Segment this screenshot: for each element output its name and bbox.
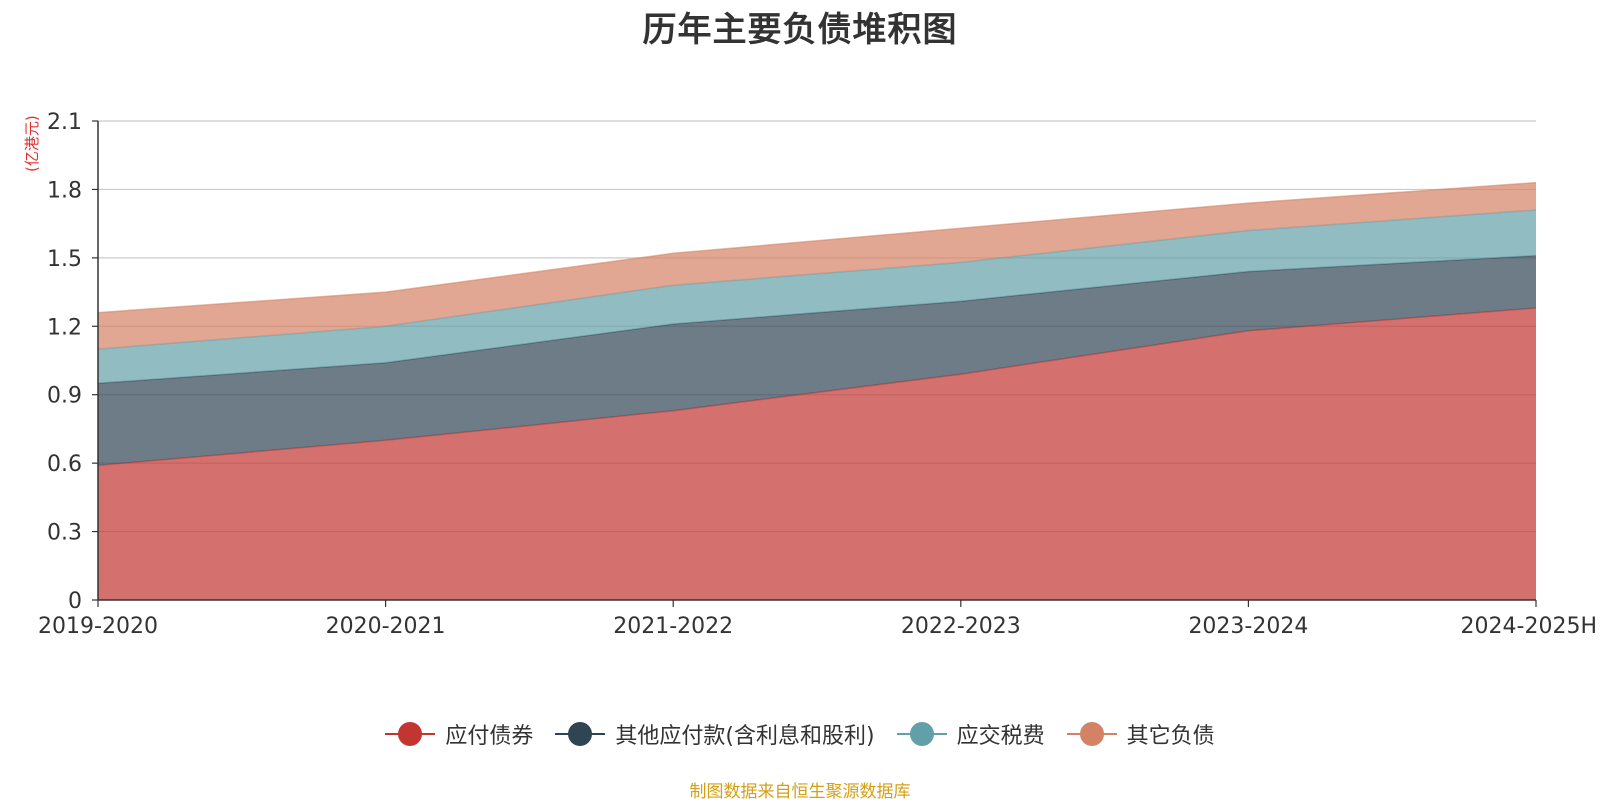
legend: 应付债券 其他应付款(含利息和股利) 应交税费 其它负债	[0, 716, 1600, 752]
x-tick-label: 2024-2025H	[1461, 614, 1597, 639]
legend-label: 应付债券	[445, 724, 534, 749]
legend-label: 应交税费	[956, 724, 1045, 749]
axes: 0 0.3 0.6 0.9 1.2 1.5 1.8 2.1 2019-2020 2020-2021…	[38, 110, 1597, 639]
x-tick-label: 2023-2024	[1188, 614, 1308, 639]
chart-title: 历年主要负债堆积图	[642, 10, 958, 50]
x-tick-label: 2019-2020	[38, 614, 158, 639]
y-tick-label: 0.3	[47, 521, 82, 546]
y-tick-label: 2.1	[47, 110, 82, 135]
y-tick-label: 0.6	[47, 452, 82, 477]
legend-item-3[interactable]: 其它负债	[1066, 718, 1215, 750]
x-tick-label: 2021-2022	[613, 614, 733, 639]
area-series-edge-3	[97, 181, 1537, 314]
legend-item-2[interactable]: 应交税费	[896, 718, 1045, 750]
y-tick-label: 1.2	[47, 315, 82, 340]
source-note: 制图数据来自恒生聚源数据库	[689, 782, 911, 802]
legend-label: 其它负债	[1126, 724, 1215, 749]
area-series-3	[98, 182, 1536, 350]
y-tick-label: 0	[68, 589, 82, 614]
legend-item-0[interactable]: 应付债券	[385, 718, 533, 750]
x-tick-label: 2022-2023	[901, 614, 1021, 639]
y-tick-label: 1.5	[47, 247, 82, 272]
legend-marker-icon	[385, 721, 436, 747]
y-tick-label: 0.9	[47, 384, 82, 409]
legend-item-1[interactable]: 其他应付款(含利息和股利)	[555, 718, 875, 750]
legend-marker-icon	[1066, 721, 1117, 747]
area-series-0	[98, 308, 1536, 600]
legend-marker-icon	[896, 721, 947, 747]
area-series-2	[98, 210, 1536, 384]
x-tick-label: 2020-2021	[326, 614, 446, 639]
area-series	[97, 181, 1537, 600]
legend-marker-icon	[555, 721, 606, 747]
legend-label: 其他应付款(含利息和股利)	[615, 724, 875, 749]
y-tick-label: 1.8	[47, 178, 82, 203]
area-series-1	[98, 255, 1536, 466]
